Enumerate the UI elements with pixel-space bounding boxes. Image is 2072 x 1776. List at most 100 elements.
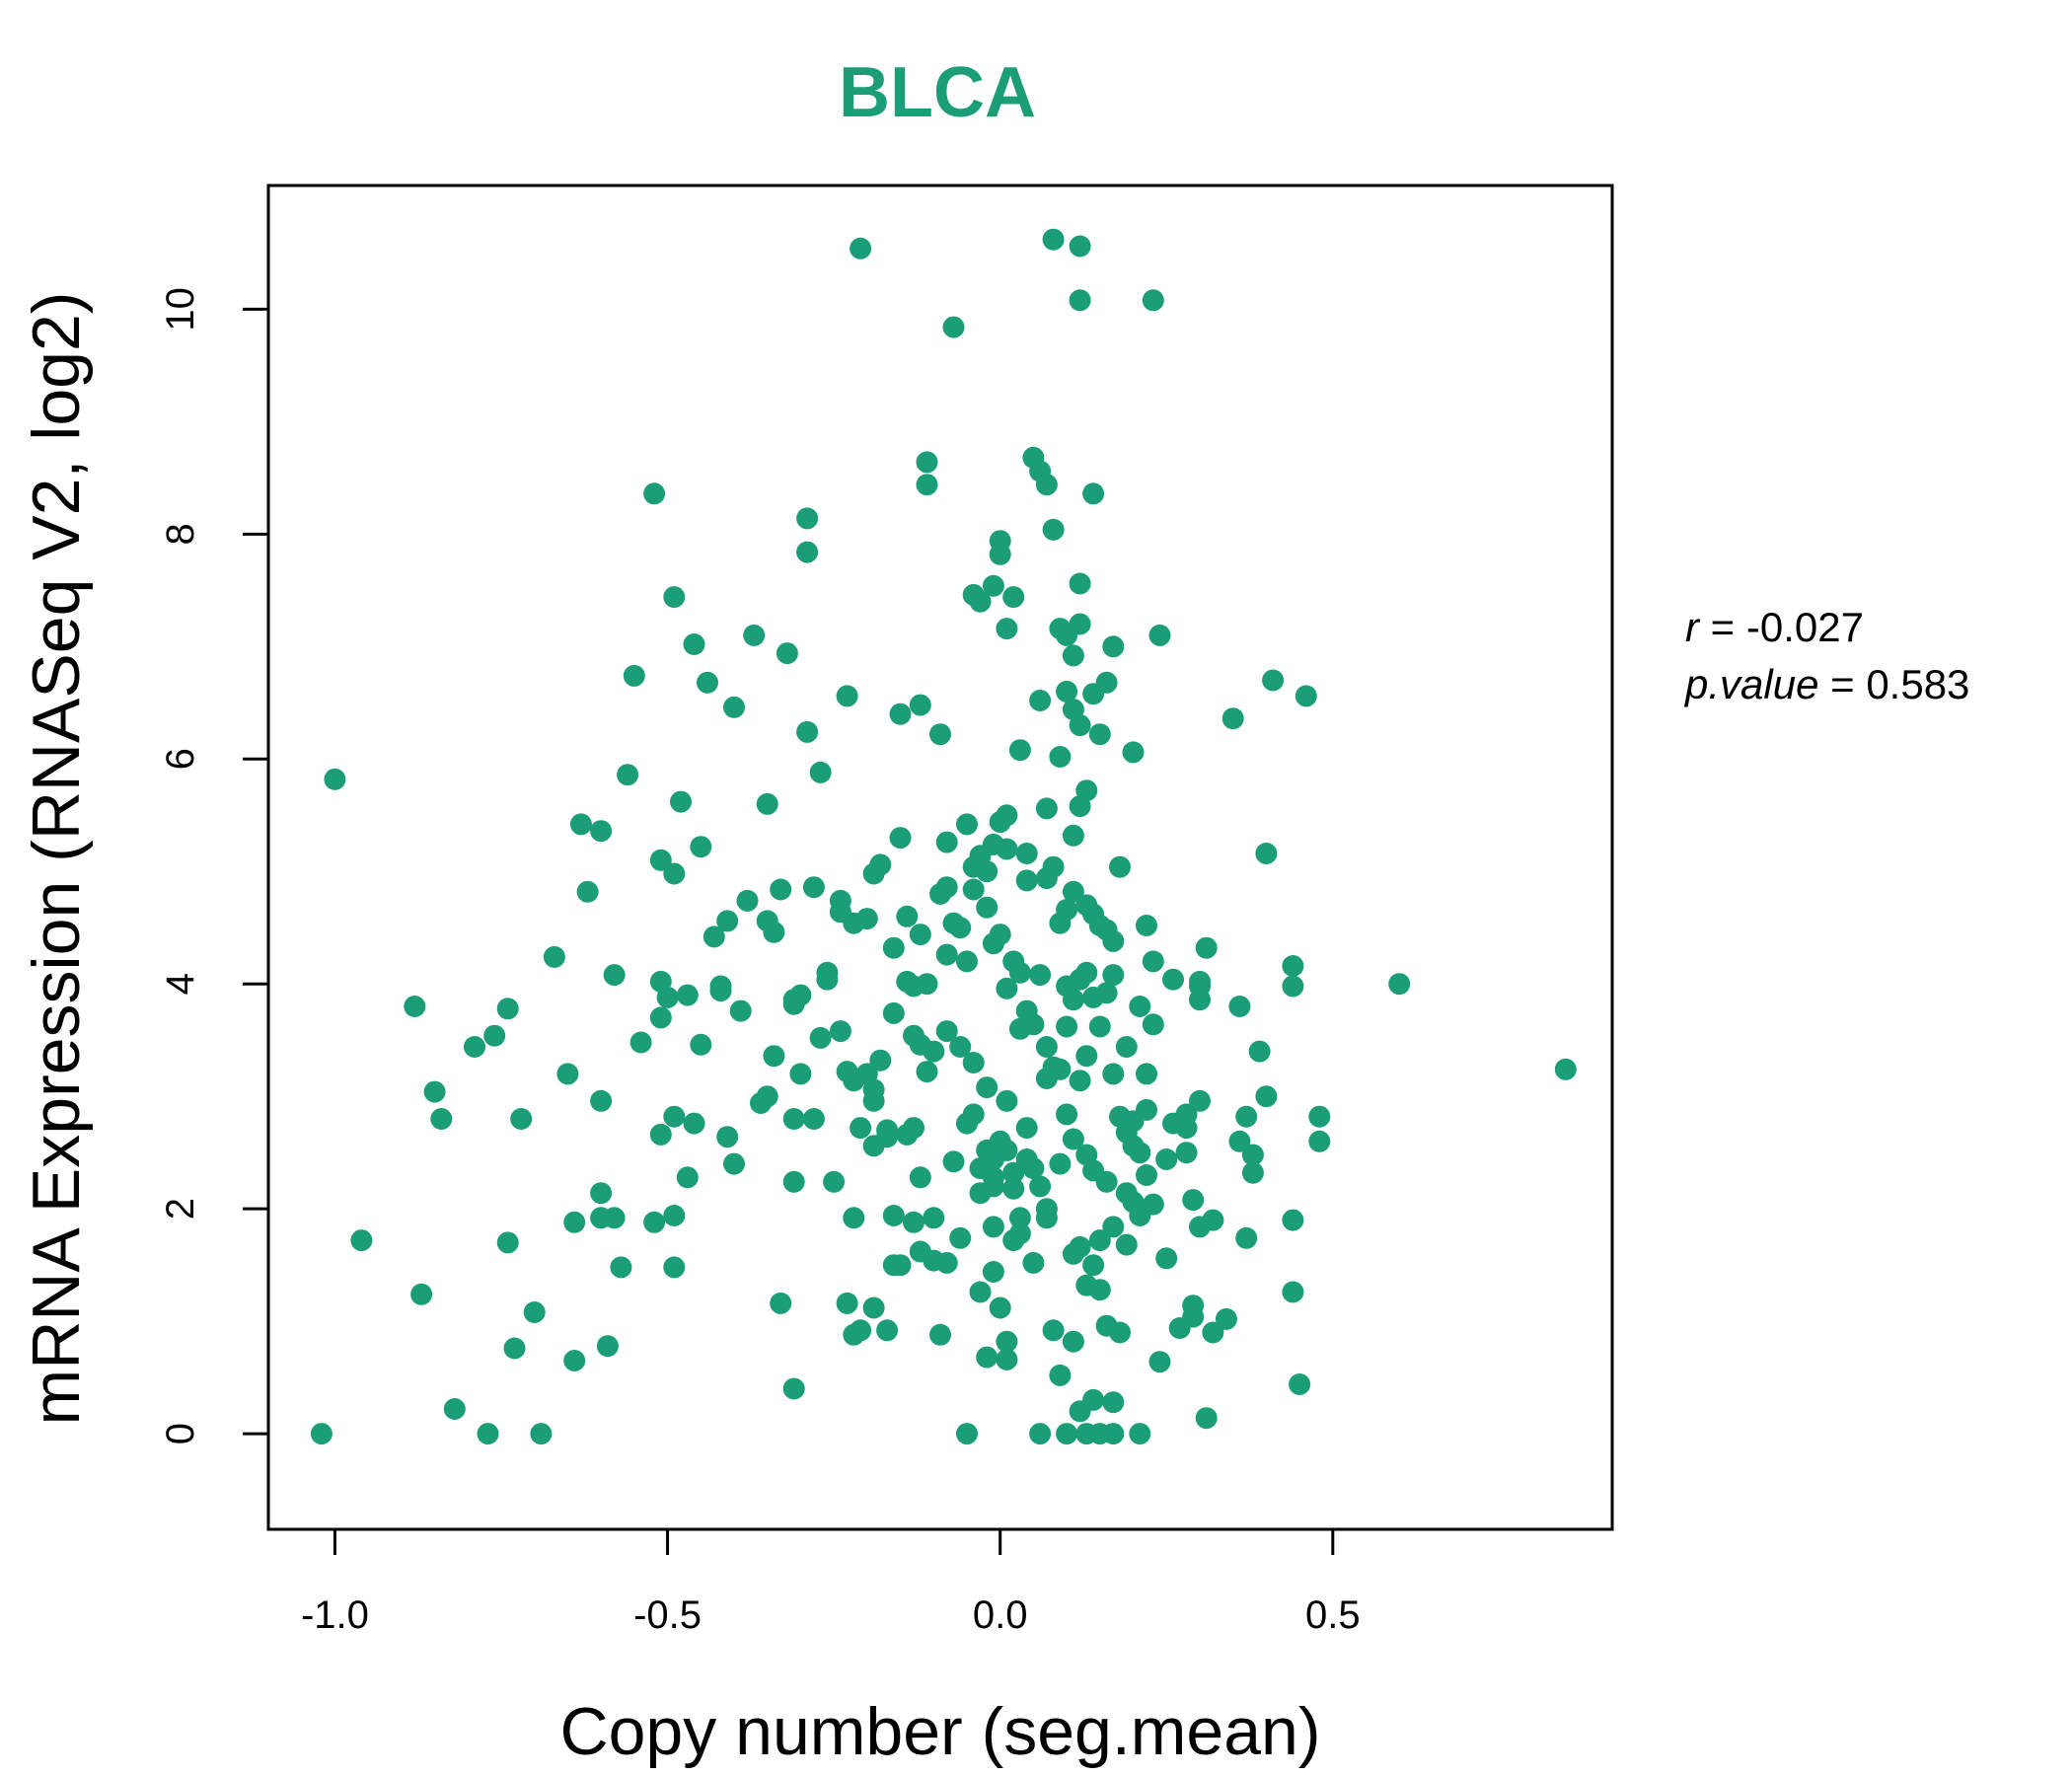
data-point [1022, 1013, 1045, 1036]
data-point [969, 590, 992, 613]
data-point [1049, 746, 1072, 768]
data-point [869, 853, 892, 876]
data-point [1155, 1247, 1178, 1270]
data-point [996, 618, 1018, 640]
data-point [510, 1108, 533, 1130]
data-point [909, 694, 931, 716]
data-point [743, 624, 766, 646]
data-point [855, 908, 878, 930]
data-point [663, 1205, 686, 1226]
data-point [929, 723, 951, 746]
data-point [1035, 1207, 1058, 1229]
data-point [663, 1256, 686, 1279]
data-point [889, 1254, 912, 1277]
data-point [989, 1296, 1011, 1319]
data-point [1102, 1423, 1125, 1445]
data-point [935, 1020, 958, 1043]
data-point [770, 878, 792, 901]
data-point [610, 1256, 632, 1279]
data-point [1022, 1251, 1045, 1274]
data-point [756, 1085, 778, 1108]
data-point [796, 720, 819, 743]
data-point [1289, 1373, 1311, 1395]
data-point [1148, 624, 1171, 646]
data-point [1029, 690, 1052, 711]
data-point [1202, 1321, 1224, 1344]
data-point [996, 977, 1018, 999]
data-point [949, 917, 972, 939]
r-equals: = [1711, 604, 1746, 650]
data-point [483, 1024, 506, 1047]
data-point [590, 820, 613, 843]
data-point [1035, 474, 1058, 496]
data-point [1195, 1407, 1218, 1430]
x-axis-title: Copy number (seg.mean) [559, 1694, 1320, 1769]
data-point [1136, 915, 1157, 936]
data-point [1142, 1013, 1164, 1036]
data-point [850, 237, 872, 259]
data-point [736, 889, 759, 912]
data-point [683, 633, 705, 655]
data-point [1228, 996, 1251, 1017]
data-point [956, 950, 978, 973]
x-tick-label: -1.0 [301, 1593, 369, 1637]
data-point [916, 474, 938, 496]
data-point [496, 1231, 519, 1254]
data-point [836, 1292, 858, 1314]
data-point [1056, 899, 1078, 921]
data-point [563, 1350, 586, 1371]
data-point [1062, 644, 1084, 667]
data-point [596, 1335, 619, 1358]
data-point [1069, 1235, 1091, 1258]
y-tick-label: 0 [159, 1423, 202, 1444]
data-point [976, 1346, 999, 1369]
data-point [563, 1211, 586, 1233]
data-point [690, 836, 712, 858]
data-point [1069, 235, 1091, 258]
data-point [1241, 1144, 1264, 1166]
stats-annotation: r = -0.027 p.value = 0.583 [1683, 604, 1969, 707]
data-point [962, 878, 985, 901]
data-point [935, 943, 958, 966]
data-point [1102, 1391, 1125, 1414]
data-point [1235, 1226, 1258, 1249]
data-point [1082, 1388, 1105, 1411]
data-point [876, 1119, 899, 1142]
data-point [464, 1036, 485, 1058]
data-point [1002, 1177, 1025, 1200]
data-point [663, 586, 686, 609]
data-point [802, 876, 825, 899]
data-point [829, 1020, 851, 1043]
data-point [1069, 613, 1091, 635]
data-point [1062, 1128, 1084, 1150]
data-point [796, 541, 819, 563]
data-point [976, 860, 999, 883]
data-point [503, 1337, 526, 1360]
data-point [1056, 680, 1078, 703]
data-point [996, 804, 1018, 827]
r-label: r [1685, 604, 1701, 650]
data-point [1388, 973, 1411, 996]
data-point [862, 1078, 885, 1101]
data-point [1062, 824, 1084, 847]
data-point [649, 1006, 672, 1029]
data-point [923, 1207, 945, 1229]
data-point [929, 1323, 951, 1346]
data-point [942, 316, 965, 338]
data-point [1241, 1161, 1264, 1184]
data-point [603, 1207, 626, 1229]
data-point [1102, 964, 1125, 987]
data-point [1069, 1070, 1091, 1092]
data-point [1088, 1279, 1111, 1301]
data-point [949, 1226, 972, 1249]
data-point [982, 1175, 1004, 1198]
data-point [477, 1423, 499, 1445]
data-point [1162, 968, 1184, 991]
data-point [697, 671, 718, 694]
data-point [530, 1423, 553, 1445]
data-point [949, 1036, 972, 1058]
data-point [643, 482, 666, 505]
data-point [310, 1423, 333, 1445]
data-point [903, 1211, 925, 1233]
data-point [763, 921, 785, 943]
